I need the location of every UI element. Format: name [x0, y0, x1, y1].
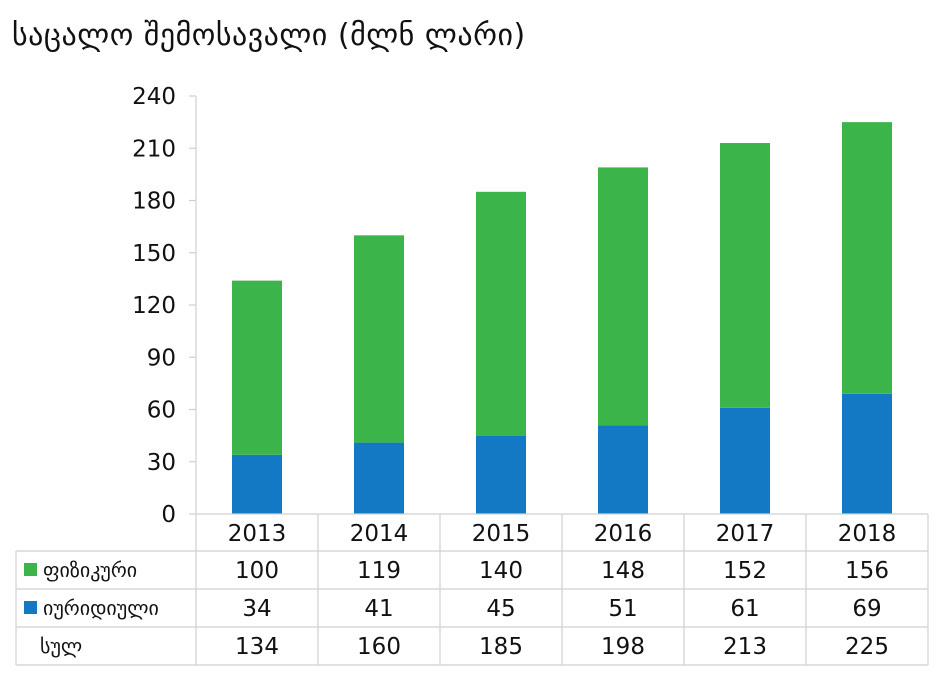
x-category-label: 2014: [350, 521, 409, 547]
bar-legal-2017: [720, 407, 770, 514]
table-cell-value: 34: [242, 596, 271, 622]
y-tick-label: 180: [132, 189, 176, 215]
table-cell-value: 198: [601, 634, 645, 660]
table-cell-value: 61: [730, 596, 759, 622]
y-tick-label: 60: [147, 398, 176, 424]
bar-individual-2013: [232, 280, 282, 455]
table-row-label: სულ: [40, 634, 82, 658]
table-cell-value: 148: [601, 558, 645, 584]
table-cell-value: 69: [852, 596, 881, 622]
y-tick-label: 150: [132, 241, 176, 267]
chart-title: საცალო შემოსავალი (მლნ ლარი): [12, 18, 526, 53]
table-cell-value: 225: [845, 634, 889, 660]
table-cell-value: 156: [845, 558, 889, 584]
table-cell-value: 51: [608, 596, 637, 622]
y-tick-label: 210: [132, 136, 176, 162]
bar-individual-2017: [720, 143, 770, 408]
y-tick-label: 90: [147, 345, 176, 371]
table-cell-value: 134: [235, 634, 279, 660]
x-category-label: 2017: [716, 521, 775, 547]
table-cell-value: 152: [723, 558, 767, 584]
table-cell-value: 185: [479, 634, 523, 660]
bar-individual-2018: [842, 122, 892, 394]
table-cell-value: 45: [486, 596, 515, 622]
bar-legal-2018: [842, 393, 892, 514]
y-tick-label: 240: [132, 84, 176, 110]
table-cell-value: 160: [357, 634, 401, 660]
x-category-label: 2016: [594, 521, 653, 547]
bar-legal-2015: [476, 435, 526, 514]
legend-swatch: [24, 563, 37, 576]
table-cell-value: 100: [235, 558, 279, 584]
bar-legal-2014: [354, 442, 404, 514]
bar-individual-2015: [476, 191, 526, 436]
x-category-label: 2013: [228, 521, 287, 547]
bar-individual-2016: [598, 167, 648, 426]
bar-individual-2014: [354, 235, 404, 443]
x-category-label: 2018: [838, 521, 897, 547]
bar-legal-2013: [232, 454, 282, 514]
legend-swatch: [24, 601, 37, 614]
table-row-label: იურიდიული: [43, 596, 159, 620]
table-cell-value: 213: [723, 634, 767, 660]
table-cell-value: 140: [479, 558, 523, 584]
bar-legal-2016: [598, 425, 648, 514]
y-tick-label: 30: [147, 450, 176, 476]
table-cell-value: 119: [357, 558, 401, 584]
table-cell-value: 41: [364, 596, 393, 622]
table-row-label: ფიზიკური: [43, 558, 137, 582]
y-tick-label: 0: [161, 502, 176, 528]
x-category-label: 2015: [472, 521, 531, 547]
y-tick-label: 120: [132, 293, 176, 319]
